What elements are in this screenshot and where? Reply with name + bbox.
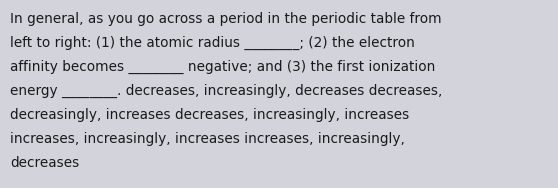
Text: decreases: decreases [10,156,79,170]
Text: decreasingly, increases decreases, increasingly, increases: decreasingly, increases decreases, incre… [10,108,409,122]
Text: energy ________. decreases, increasingly, decreases decreases,: energy ________. decreases, increasingly… [10,84,442,98]
Text: In general, as you go across a period in the periodic table from: In general, as you go across a period in… [10,12,441,26]
Text: left to right: (1) the atomic radius ________; (2) the electron: left to right: (1) the atomic radius ___… [10,36,415,50]
Text: increases, increasingly, increases increases, increasingly,: increases, increasingly, increases incre… [10,132,405,146]
Text: affinity becomes ________ negative; and (3) the first ionization: affinity becomes ________ negative; and … [10,60,435,74]
